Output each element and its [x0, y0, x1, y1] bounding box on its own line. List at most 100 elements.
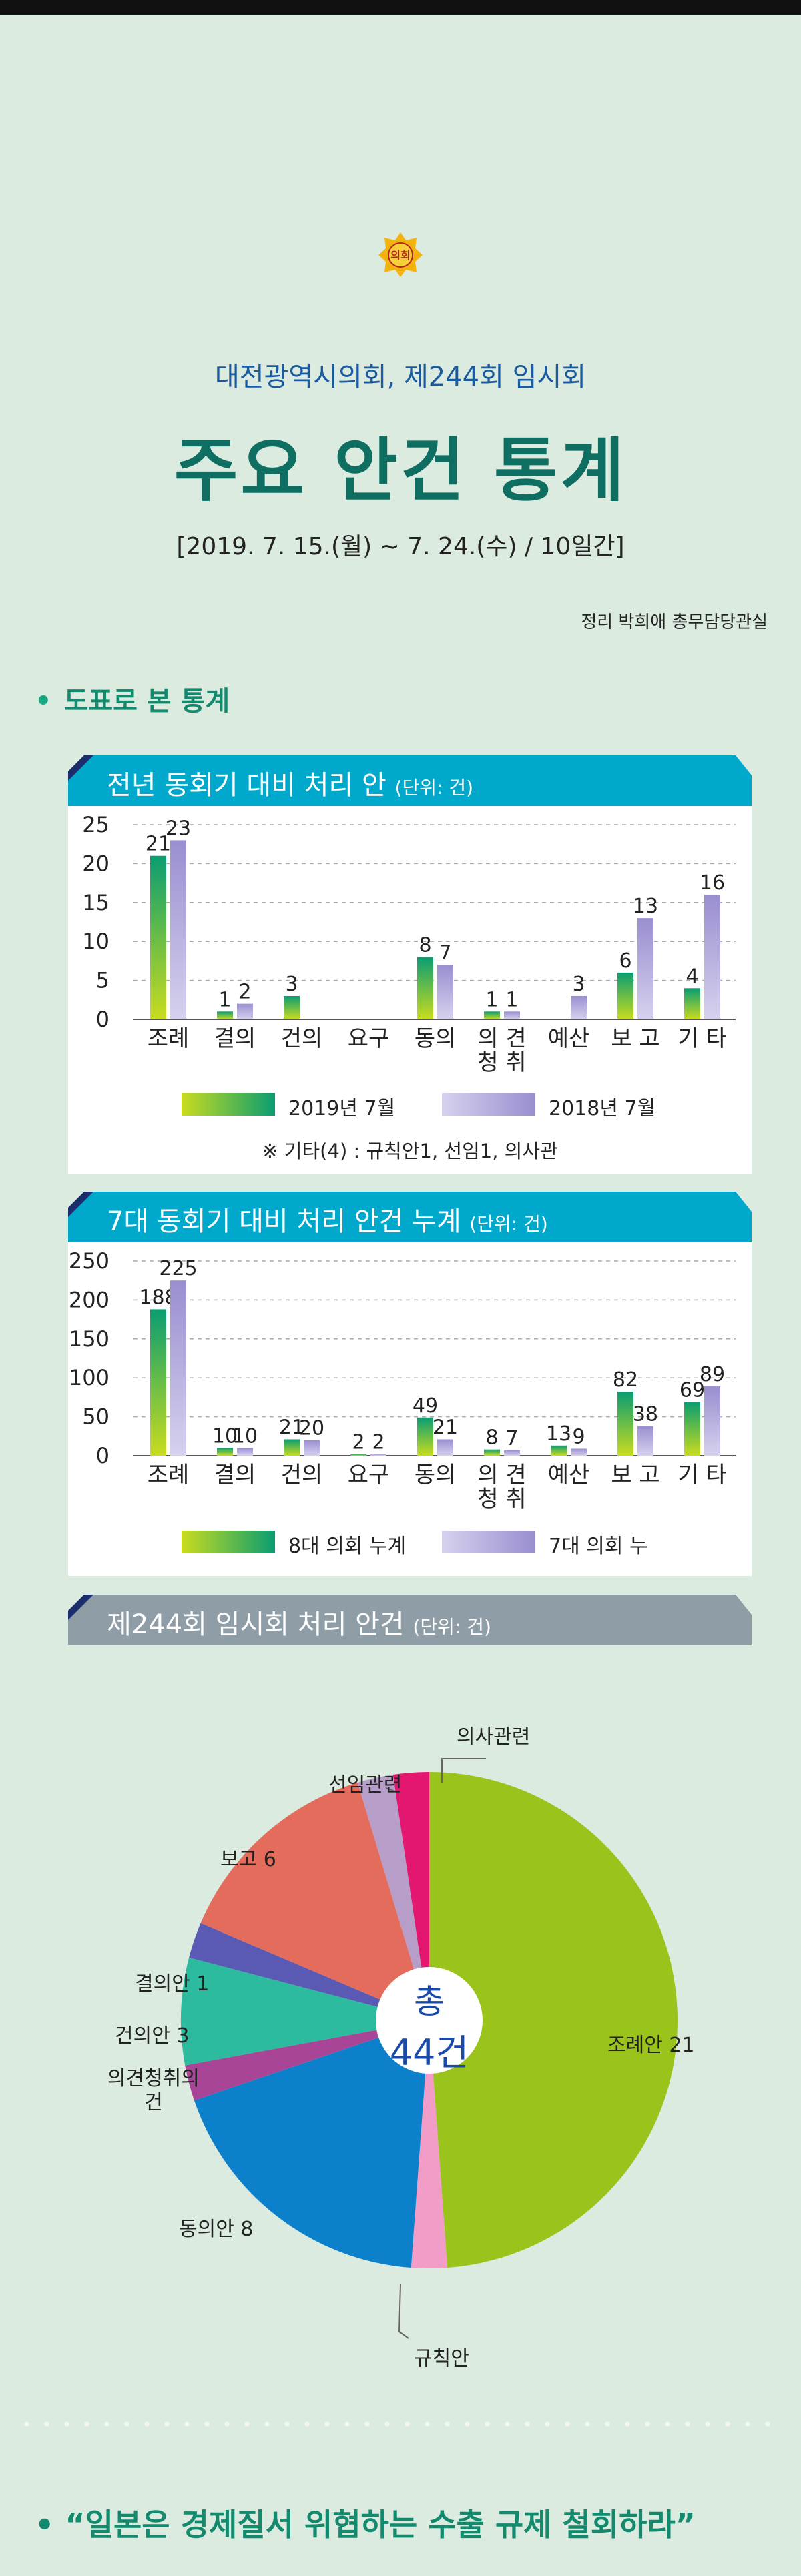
divider-dot — [445, 2421, 450, 2427]
data-label: 69 — [680, 1378, 705, 1402]
legend-swatch-7th — [442, 1531, 535, 1553]
data-label: 82 — [613, 1368, 638, 1392]
divider-dot — [565, 2421, 570, 2427]
pie-slice — [189, 1923, 429, 2020]
x-tick-label: 기 타 — [678, 1462, 726, 1488]
bar-previous — [237, 1003, 253, 1019]
chart3-title-text: 제244회 임시회 처리 안건 — [107, 1609, 405, 1640]
legend-swatch-2019 — [182, 1093, 275, 1116]
data-label: 4 — [686, 965, 698, 988]
data-label: 16 — [700, 871, 725, 895]
data-label: 2 — [352, 1431, 364, 1454]
legend-swatch-8th — [182, 1531, 275, 1553]
bar-previous — [237, 1448, 253, 1456]
next-section-heading: • “일본은 경제질서 위협하는 수출 규제 철회하라” — [35, 2507, 696, 2543]
divider-dot — [625, 2421, 630, 2427]
divider-dot — [384, 2421, 390, 2427]
bar-current — [617, 1392, 633, 1456]
session-period: [2019. 7. 15.(월) ~ 7. 24.(수) / 10일간] — [176, 533, 625, 560]
bar-current — [350, 1454, 366, 1456]
data-label: 1 — [218, 988, 231, 1011]
pie-slice — [185, 2020, 429, 2101]
y-tick-label: 100 — [69, 1365, 109, 1390]
pie-leader-line — [398, 2284, 409, 2339]
pie-slice — [357, 1774, 429, 2020]
chart2-unit: (단위: 건) — [469, 1213, 548, 1235]
pie-label-ordinance: 조례안 21 — [607, 2034, 695, 2057]
x-tick-label: 동의 — [415, 1462, 457, 1488]
divider-dot — [525, 2421, 530, 2427]
data-label: 7 — [505, 1427, 518, 1450]
chart1-note: ※ 기타(4) : 규칙안1, 선임1, 의사관 — [262, 1140, 558, 1162]
divider-dot — [765, 2421, 770, 2427]
x-tick-label: 건의 — [281, 1462, 323, 1488]
bar-current — [284, 995, 300, 1019]
y-tick-label: 15 — [82, 890, 109, 915]
x-tick-label: 의 견 — [477, 1025, 526, 1052]
x-tick-label: 예산 — [548, 1025, 590, 1052]
pie-slice — [392, 1772, 429, 2020]
pie-label-rule: 규칙안 — [414, 2347, 469, 2371]
divider-dot — [24, 2421, 29, 2427]
legend-label-2018: 2018년 7월 — [549, 1097, 656, 1120]
pie-center-line2: 44건 — [389, 2032, 469, 2074]
divider-dot — [485, 2421, 490, 2427]
bar-previous — [437, 1439, 453, 1456]
legend-label-2019: 2019년 7월 — [288, 1097, 396, 1120]
divider-dot — [264, 2421, 270, 2427]
dotted-divider — [24, 2421, 770, 2427]
chart2-title: 7대 동회기 대비 처리 안건 누계 (단위: 건) — [107, 1200, 548, 1238]
bar-previous — [170, 1280, 186, 1456]
x-tick-label: 요구 — [348, 1025, 390, 1052]
bar-current — [417, 1417, 433, 1456]
data-label: 21 — [146, 833, 171, 856]
divider-dot — [665, 2421, 670, 2427]
y-tick-label: 50 — [82, 1404, 109, 1430]
divider-dot — [645, 2421, 650, 2427]
data-label: 1 — [505, 988, 518, 1011]
bar-previous — [170, 840, 186, 1019]
divider-dot — [465, 2421, 470, 2427]
top-bar — [0, 0, 801, 15]
x-tick-label: 결의 — [214, 1025, 256, 1052]
pie-slice — [181, 1957, 429, 2066]
x-tick-label: 보 고 — [611, 1025, 659, 1052]
data-label: 13 — [633, 895, 658, 918]
section-heading: • 도표로 본 통계 — [35, 679, 230, 718]
pie-label-procedure: 의사관련 — [457, 1725, 531, 1749]
divider-dot — [505, 2421, 510, 2427]
x-tick-label: 건의 — [281, 1025, 323, 1052]
section-heading-text: 도표로 본 통계 — [63, 686, 230, 717]
divider-dot — [585, 2421, 590, 2427]
divider-dot — [324, 2421, 330, 2427]
bar-current — [551, 1445, 567, 1456]
divider-dot — [104, 2421, 109, 2427]
x-tick-label: 조례 — [148, 1462, 190, 1488]
bar-current — [150, 855, 166, 1019]
credit-line: 정리 박희애 총무담당관실 — [581, 612, 768, 632]
bar-previous — [437, 965, 453, 1019]
data-label: 7 — [439, 941, 451, 965]
x-tick-label: 의 견 — [477, 1462, 526, 1488]
pie-center-total: 총 44건 — [376, 1967, 483, 2074]
data-label: 8 — [485, 1426, 498, 1450]
chart2-panel: 0 50 100 150 200 250 188 225 조례 10 10 결의 21 20 건의 2 2 요구 4… — [68, 1242, 752, 1576]
chart3-title-tab: 제244회 임시회 처리 안건 (단위: 건) — [68, 1595, 752, 1645]
pie-label-resolution: 결의안 1 — [135, 1972, 210, 1996]
bar-current — [417, 957, 433, 1019]
divider-dot — [685, 2421, 690, 2427]
divider-dot — [545, 2421, 550, 2427]
y-tick-label: 200 — [69, 1287, 109, 1312]
bar-previous — [370, 1454, 386, 1456]
pie-label-appointment: 선임관련 — [328, 1773, 403, 1797]
y-tick-label: 0 — [96, 1443, 109, 1468]
pie-slice — [194, 2020, 429, 2268]
page-title: 주요 안건 통계 — [174, 430, 627, 511]
data-label: 1 — [485, 988, 498, 1011]
x-tick-label: 보 고 — [611, 1462, 659, 1488]
x-tick-label: 예산 — [548, 1462, 590, 1488]
divider-dot — [244, 2421, 250, 2427]
bar-previous — [504, 1011, 520, 1019]
